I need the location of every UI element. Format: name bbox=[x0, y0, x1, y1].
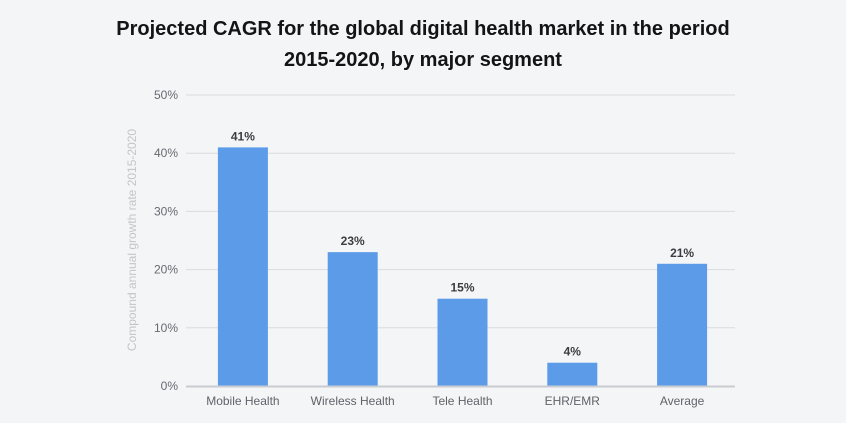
y-tick-label: 50% bbox=[154, 88, 178, 102]
bar bbox=[217, 147, 268, 386]
y-tick-label: 20% bbox=[154, 263, 178, 277]
y-tick-label: 0% bbox=[161, 379, 179, 393]
data-label: 15% bbox=[450, 281, 474, 295]
y-tick-label: 40% bbox=[154, 146, 178, 160]
bar bbox=[437, 298, 488, 386]
y-axis-label: Compound annual growth rate 2015-2020 bbox=[125, 129, 139, 351]
chart-title: Projected CAGR for the global digital he… bbox=[0, 14, 846, 76]
chart-title-line-1: Projected CAGR for the global digital he… bbox=[116, 18, 730, 40]
bars bbox=[217, 147, 708, 386]
x-tick-label: Average bbox=[660, 394, 705, 408]
data-label: 21% bbox=[670, 246, 694, 260]
data-label: 4% bbox=[564, 345, 582, 359]
x-tick-label: Tele Health bbox=[432, 394, 492, 408]
y-axis-ticks: 0% 10% 20% 30% 40% 50% bbox=[154, 88, 178, 393]
y-tick-label: 10% bbox=[154, 321, 178, 335]
bar bbox=[547, 362, 598, 386]
data-label: 23% bbox=[341, 234, 365, 248]
x-tick-label: Wireless Health bbox=[311, 394, 395, 408]
bar bbox=[327, 252, 378, 386]
chart-title-line-2: 2015-2020, by major segment bbox=[284, 49, 562, 71]
x-tick-label: Mobile Health bbox=[206, 394, 279, 408]
data-label: 41% bbox=[231, 129, 255, 143]
x-axis-labels: Mobile Health Wireless Health Tele Health E… bbox=[206, 394, 704, 408]
bar bbox=[657, 263, 708, 386]
x-tick-label: EHR/EMR bbox=[545, 394, 601, 408]
y-tick-label: 30% bbox=[154, 204, 178, 218]
data-labels: 41% 23% 15% 4% 21% bbox=[231, 129, 695, 358]
